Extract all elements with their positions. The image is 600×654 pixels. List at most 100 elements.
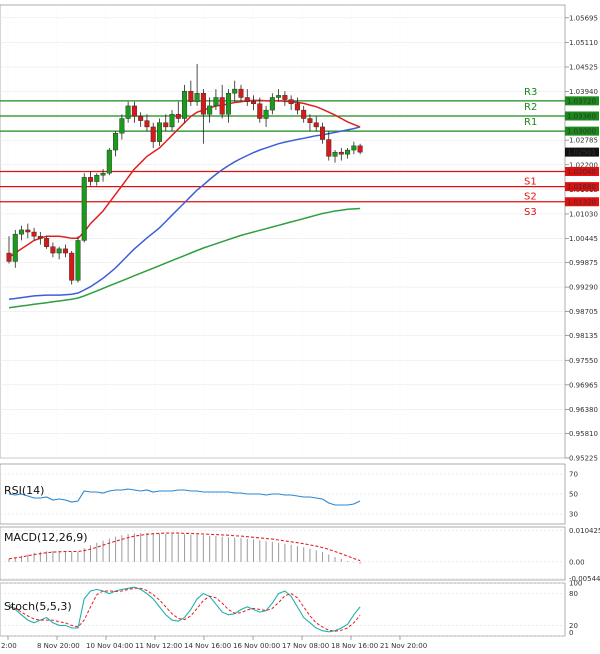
- candle-body: [338, 151, 344, 155]
- candle-body: [219, 97, 225, 115]
- macd-tick-label: 0.010425: [569, 527, 600, 535]
- price-tick-label: 1.03940: [569, 88, 598, 96]
- price-tick-label: 1.05110: [569, 39, 598, 47]
- rsi-line: [8, 488, 361, 506]
- rsi-axis: 70 50 30: [569, 471, 578, 519]
- candle-body: [276, 95, 282, 98]
- candle-body: [288, 99, 294, 104]
- rsi-tick-label: 70: [569, 471, 578, 479]
- candle-body: [238, 88, 244, 98]
- macd-axis: 0.010425 0.00 -0.005445: [569, 527, 600, 583]
- macd-tick-label: 0.00: [569, 558, 585, 566]
- stoch-panel-frame: [0, 582, 566, 637]
- macd-panel-frame: [0, 526, 566, 581]
- level-price-label: 1.02040: [567, 168, 596, 176]
- stoch-tick-label: 100: [569, 580, 582, 588]
- candle-body: [50, 246, 56, 254]
- candle-body: [31, 231, 37, 237]
- main-panel-frame: [0, 4, 566, 459]
- candle-body: [307, 118, 313, 123]
- level-price-tag: [565, 126, 599, 136]
- candle-body: [351, 145, 357, 151]
- candle-body: [150, 126, 156, 142]
- time-tick-label: 10 Nov 04:00: [86, 642, 133, 650]
- current-price-tag: [565, 147, 599, 157]
- price-tick-label: 0.97550: [569, 357, 598, 365]
- candle-body: [100, 172, 106, 176]
- candle-body: [225, 93, 231, 115]
- time-tick-label: 2:00: [1, 642, 17, 650]
- rsi-tick-label: 30: [569, 511, 578, 519]
- candle-body: [182, 90, 188, 119]
- ma-blue-line: [8, 126, 361, 301]
- candle-body: [6, 252, 12, 262]
- price-tick-label: 1.04525: [569, 64, 598, 72]
- candle-body: [326, 139, 332, 157]
- candle-body: [62, 248, 68, 254]
- time-tick-label: 8 Nov 20:00: [37, 642, 80, 650]
- candle-body: [313, 122, 319, 128]
- candle-body: [175, 114, 181, 119]
- level-name-s2: S2: [524, 192, 537, 203]
- main-price-axis: 1.056951.051101.045251.039401.033551.027…: [565, 14, 598, 463]
- candle-body: [37, 236, 43, 239]
- candle-body: [113, 133, 119, 151]
- stoch-axis: 100 80 200: [569, 580, 582, 638]
- level-price-label: 1.03000: [567, 128, 596, 136]
- time-tick-label: 14 Nov 16:00: [184, 642, 231, 650]
- price-tick-label: 1.02785: [569, 137, 598, 145]
- level-name-s1: S1: [524, 176, 537, 187]
- level-name-s3: S3: [524, 207, 537, 218]
- macd-signal-line: [8, 532, 361, 562]
- ma-green-line: [8, 207, 361, 309]
- candle-body: [19, 229, 25, 235]
- price-tick-label: 1.05695: [569, 14, 598, 22]
- level-price-label: 1.01680: [567, 183, 596, 191]
- price-tick-label: 0.99875: [569, 259, 598, 267]
- candlesticks: [6, 63, 363, 285]
- candle-body: [119, 118, 125, 134]
- level-price-tag: [565, 182, 599, 192]
- candle-body: [294, 103, 300, 111]
- price-tick-label: 1.00445: [569, 235, 598, 243]
- candle-body: [194, 93, 200, 102]
- candle-body: [163, 122, 169, 128]
- candle-body: [169, 114, 175, 128]
- candle-body: [144, 120, 150, 128]
- rsi-series-line: [8, 488, 361, 506]
- candle-body: [88, 177, 94, 182]
- price-tick-label: 1.02200: [569, 161, 598, 169]
- level-price-tag: [565, 111, 599, 121]
- candle-body: [282, 95, 288, 100]
- price-tick-label: 0.95225: [569, 455, 598, 463]
- candle-body: [138, 116, 144, 121]
- candle-body: [69, 252, 75, 281]
- candle-body: [25, 229, 31, 233]
- price-tick-label: 0.98705: [569, 308, 598, 316]
- candle-body: [263, 109, 269, 119]
- stoch-d-line: [8, 587, 361, 632]
- rsi-tick-label: 50: [569, 491, 578, 499]
- candle-body: [188, 90, 194, 102]
- candle-body: [232, 88, 238, 94]
- main-grid: [0, 5, 565, 459]
- stoch-tick-label: 0: [569, 629, 573, 637]
- candle-body: [44, 238, 50, 247]
- candle-body: [12, 233, 18, 262]
- candle-body: [269, 97, 275, 111]
- candle-body: [94, 175, 100, 182]
- level-price-tag: [565, 96, 599, 106]
- candle-body: [357, 145, 363, 153]
- candle-body: [75, 240, 81, 281]
- time-tick-label: 21 Nov 20:00: [380, 642, 427, 650]
- level-price-label: 1.01320: [567, 198, 596, 206]
- level-price-tag: [565, 197, 599, 207]
- stoch-k-line: [8, 586, 361, 633]
- time-tick-label: 16 Nov 00:00: [233, 642, 280, 650]
- stoch-lines: [8, 586, 361, 633]
- price-tick-label: 0.98135: [569, 332, 598, 340]
- price-tick-label: 1.01030: [569, 210, 598, 218]
- candle-body: [251, 101, 257, 104]
